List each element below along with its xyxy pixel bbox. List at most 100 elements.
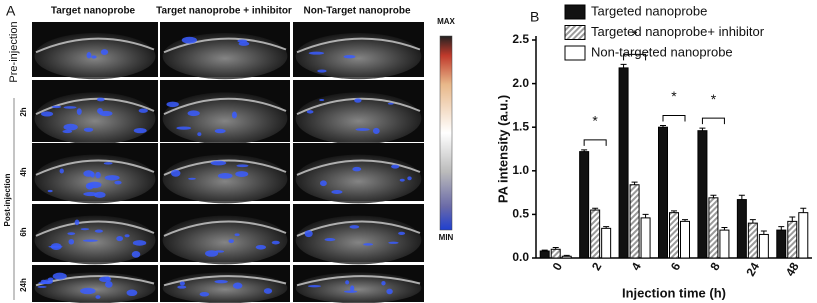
x-tick-label: 8 <box>707 260 723 273</box>
skin-line <box>296 37 421 54</box>
panel-label: B <box>530 9 539 25</box>
bar <box>747 222 758 259</box>
error-bar <box>800 207 807 213</box>
signal <box>210 160 227 166</box>
error-bar <box>620 63 627 68</box>
tissue <box>162 92 288 145</box>
x-tick-label: 6 <box>668 260 684 273</box>
row-label: 6h <box>19 227 28 236</box>
legend-swatch <box>564 25 586 40</box>
error-bar <box>603 226 610 229</box>
row-group-label: Post-injection <box>3 173 12 226</box>
signal <box>96 97 105 102</box>
legend-swatch <box>564 45 586 61</box>
tissue <box>162 215 288 265</box>
signal <box>103 162 113 165</box>
signal <box>83 127 94 132</box>
legend-swatch <box>564 4 586 20</box>
skin-line <box>163 159 287 176</box>
signal <box>67 232 76 236</box>
error-bar <box>563 254 570 257</box>
y-tick-label: 2.0 <box>512 76 529 90</box>
signal <box>214 128 226 134</box>
bar <box>708 197 719 259</box>
column-header: Target nanoprobe + inhibitor <box>156 6 292 17</box>
signal <box>187 110 200 117</box>
signal <box>188 177 196 180</box>
signal <box>317 69 327 73</box>
signal <box>388 241 399 244</box>
y-axis-title: PA intensity (a.u.) <box>495 95 510 203</box>
colorbar-max: MAX <box>437 17 455 26</box>
signal <box>105 280 113 288</box>
signal <box>100 49 109 56</box>
legend-label: Targeted nanoprobe+ inhibitor <box>591 24 765 39</box>
bar <box>629 184 640 259</box>
signal <box>99 110 113 117</box>
row-label: 2h <box>19 107 28 116</box>
signal <box>399 178 405 182</box>
signal <box>94 229 103 233</box>
panel-label: A <box>6 3 16 19</box>
skin-line <box>35 37 155 54</box>
signal <box>50 243 62 251</box>
row-label: 4h <box>19 167 28 176</box>
signal <box>214 280 228 284</box>
bar <box>680 220 690 259</box>
signal <box>308 51 325 55</box>
skin-line <box>296 220 421 237</box>
signal <box>40 111 54 117</box>
skin-line <box>35 97 155 115</box>
signal <box>104 175 120 181</box>
signal <box>80 287 96 295</box>
y-tick-label: 1.5 <box>512 119 529 133</box>
tissue <box>295 154 422 204</box>
bar <box>640 217 651 259</box>
signal <box>228 239 234 244</box>
signal <box>319 98 325 102</box>
significance-mark: * <box>671 88 677 104</box>
bar <box>758 233 769 259</box>
y-tick-label: 2.5 <box>512 32 529 46</box>
error-bar <box>699 127 706 131</box>
row-label: 24h <box>19 278 28 292</box>
skin-line <box>163 220 287 237</box>
signal <box>354 98 362 103</box>
signal <box>63 106 77 109</box>
signal <box>217 173 233 179</box>
legend-label: Non-targeted nanoprobe <box>591 44 733 59</box>
signal <box>51 105 62 109</box>
error-bar <box>581 149 588 152</box>
signal <box>179 281 186 286</box>
signal <box>74 219 80 226</box>
skin-line <box>296 159 421 176</box>
signal <box>52 272 67 280</box>
tissue <box>162 33 288 80</box>
signal <box>231 111 237 119</box>
signal <box>170 169 181 177</box>
error-bar <box>642 213 649 218</box>
column-header: Non-Target nanoprobe <box>303 6 410 17</box>
error-bar <box>660 124 666 128</box>
significance-bracket <box>623 53 647 61</box>
legend-label: Targeted nanoprobe <box>591 3 707 18</box>
x-axis-title: Injection time (h) <box>622 285 726 300</box>
error-bar <box>541 249 548 252</box>
error-bar <box>552 247 559 250</box>
signal <box>320 180 327 187</box>
skin-line <box>296 275 421 287</box>
error-bar <box>778 226 785 231</box>
bar <box>736 199 747 259</box>
signal <box>355 128 370 131</box>
signal <box>232 282 243 289</box>
x-tick-label: 4 <box>628 260 644 273</box>
x-tick-label: 48 <box>783 260 802 279</box>
signal <box>37 285 47 288</box>
colorbar <box>439 35 453 231</box>
signal <box>331 189 343 194</box>
signal <box>255 244 267 250</box>
tissue <box>34 154 156 204</box>
signal <box>235 171 249 177</box>
signal <box>345 280 350 285</box>
panel-a: A Target nanoprobe Target nanoprobe + in… <box>3 3 456 303</box>
